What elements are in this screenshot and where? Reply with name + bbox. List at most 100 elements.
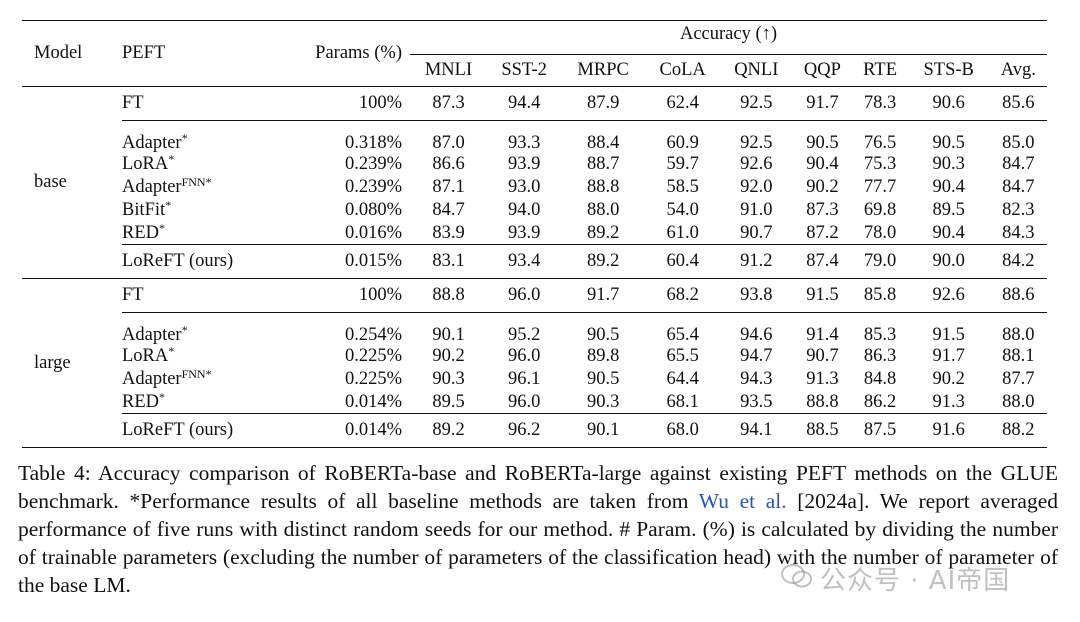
score-cell: 94.1 — [740, 420, 773, 441]
params-value: 0.225% — [344, 345, 402, 366]
score-cell: 92.0 — [740, 176, 773, 197]
score-cell: 92.6 — [932, 285, 965, 306]
score-cell: 91.2 — [740, 251, 773, 272]
params-value: 0.239% — [344, 153, 402, 174]
score-cell: 87.2 — [806, 222, 839, 243]
header-params-text: Params (%) — [315, 43, 402, 64]
score-cell: 94.6 — [740, 325, 773, 345]
table-row: large FT 100% 88.8 96.0 91.7 68.2 93.8 91.5 85.8 9… — [22, 278, 1047, 372]
score-cell: 89.8 — [586, 345, 620, 366]
score-cell: 90.4 — [806, 153, 839, 174]
score-cell: 87.4 — [806, 251, 839, 272]
score-cell: 90.0 — [932, 251, 965, 272]
score-cell: 90.5 — [586, 325, 620, 345]
score-cell: 78.3 — [863, 93, 897, 114]
caption-part1: Table 4: Accuracy comparison of RoBERTa-… — [18, 461, 1058, 513]
score-cell: 90.2 — [432, 345, 465, 366]
score-cell: 91.3 — [932, 391, 965, 412]
score-cell: 89.5 — [932, 199, 965, 220]
score-cell: 88.2 — [1002, 420, 1035, 441]
score-cell: 93.9 — [507, 153, 541, 174]
score-cell: 96.0 — [507, 391, 541, 412]
score-cell: 88.4 — [586, 133, 620, 153]
score-cell: 90.7 — [740, 222, 773, 243]
score-cell: 88.5 — [806, 420, 839, 441]
table-row: Adapter* 0.254% 90.1 95.2 90.5 65.4 94.6 91.4 85… — [22, 312, 1047, 345]
method-name: LoReFT (ours) — [122, 251, 234, 272]
params-value: 0.239% — [344, 176, 402, 197]
model-size-label: large — [34, 352, 71, 373]
score-cell: 92.6 — [740, 153, 773, 174]
header-task: QQP — [803, 60, 841, 81]
table-row: RED* 0.016% 83.9 93.9 89.2 61.0 90.7 87.2 78.0 90… — [22, 222, 1047, 245]
params-value: 0.014% — [344, 420, 402, 441]
score-cell: 91.5 — [932, 325, 965, 345]
score-cell: 91.6 — [932, 420, 965, 441]
method-name: FT — [122, 285, 144, 306]
header-accuracy: Accuracy (↑) — [410, 20, 1047, 55]
score-cell: 86.6 — [432, 153, 465, 174]
score-cell: 82.3 — [1002, 199, 1035, 220]
score-cell: 88.0 — [586, 199, 620, 220]
score-cell: 60.4 — [666, 251, 699, 272]
score-cell: 87.3 — [806, 199, 839, 220]
score-cell: 93.8 — [740, 285, 773, 306]
params-value: 0.318% — [344, 133, 402, 153]
score-cell: 84.7 — [1002, 153, 1035, 174]
score-cell: 89.2 — [586, 251, 620, 272]
score-cell: 90.6 — [932, 93, 965, 114]
score-cell: 88.1 — [1002, 345, 1035, 366]
score-cell: 90.2 — [806, 176, 839, 197]
score-cell: 91.7 — [932, 345, 965, 366]
score-cell: 96.0 — [507, 285, 541, 306]
score-cell: 87.5 — [863, 420, 897, 441]
score-cell: 94.7 — [740, 345, 773, 366]
score-cell: 90.5 — [806, 133, 839, 153]
method-name: AdapterFNN* — [122, 174, 212, 197]
score-cell: 90.5 — [586, 368, 620, 389]
score-cell: 65.5 — [666, 345, 699, 366]
citation-link[interactable]: Wu et al. — [698, 489, 787, 513]
caption-part2: [2024a]. We report averaged performance … — [18, 489, 1058, 597]
header-task: SST-2 — [501, 60, 547, 81]
method-name: AdapterFNN* — [122, 366, 212, 389]
table-caption: Table 4: Accuracy comparison of RoBERTa-… — [18, 459, 1058, 599]
score-cell: 90.2 — [932, 368, 965, 389]
method-name: RED* — [122, 389, 165, 412]
params-value: 0.016% — [344, 222, 402, 243]
score-cell: 60.9 — [666, 133, 699, 153]
table-row: LoRA* 0.239% 86.6 93.9 88.7 59.7 92.6 90.4 75.3 9… — [22, 153, 1047, 176]
watermark: 公众号 · AI帝国 — [820, 566, 1011, 596]
score-cell: 91.4 — [806, 325, 839, 345]
params-value: 0.015% — [344, 251, 402, 272]
score-cell: 91.0 — [740, 199, 773, 220]
score-cell: 68.1 — [666, 391, 699, 412]
table-row: base FT 100% 87.3 94.4 87.9 62.4 92.5 91.7 78.3 90… — [22, 86, 1047, 192]
score-cell: 87.3 — [432, 93, 465, 114]
table-row: LoReFT (ours) 0.015% 83.1 93.4 89.2 60.4 91.2 8… — [22, 244, 1047, 279]
params-value: 100% — [358, 285, 402, 306]
score-cell: 87.0 — [432, 133, 465, 153]
header-task: MRPC — [577, 60, 629, 81]
score-cell: 92.5 — [740, 93, 773, 114]
score-cell: 78.0 — [863, 222, 897, 243]
score-cell: 90.4 — [932, 222, 965, 243]
params-value: 100% — [358, 93, 402, 114]
score-cell: 68.0 — [666, 420, 699, 441]
score-cell: 59.7 — [666, 153, 699, 174]
score-cell: 91.3 — [806, 368, 839, 389]
score-cell: 90.4 — [932, 176, 965, 197]
score-cell: 76.5 — [863, 133, 897, 153]
table-row: AdapterFNN* 0.239% 87.1 93.0 88.8 58.5 92.0 90.… — [22, 176, 1047, 199]
table-row: Adapter* 0.318% 87.0 93.3 88.4 60.9 92.5 90.5 76… — [22, 120, 1047, 153]
score-cell: 84.2 — [1002, 251, 1035, 272]
score-cell: 90.3 — [432, 368, 465, 389]
score-cell: 93.0 — [507, 176, 541, 197]
score-cell: 69.8 — [863, 199, 897, 220]
score-cell: 89.2 — [586, 222, 620, 243]
table-body: base FT 100% 87.3 94.4 87.9 62.4 92.5 91.7 78.3 90… — [22, 86, 1047, 448]
score-cell: 87.1 — [432, 176, 465, 197]
score-cell: 58.5 — [666, 176, 699, 197]
score-cell: 91.7 — [806, 93, 839, 114]
score-cell: 93.9 — [507, 222, 541, 243]
